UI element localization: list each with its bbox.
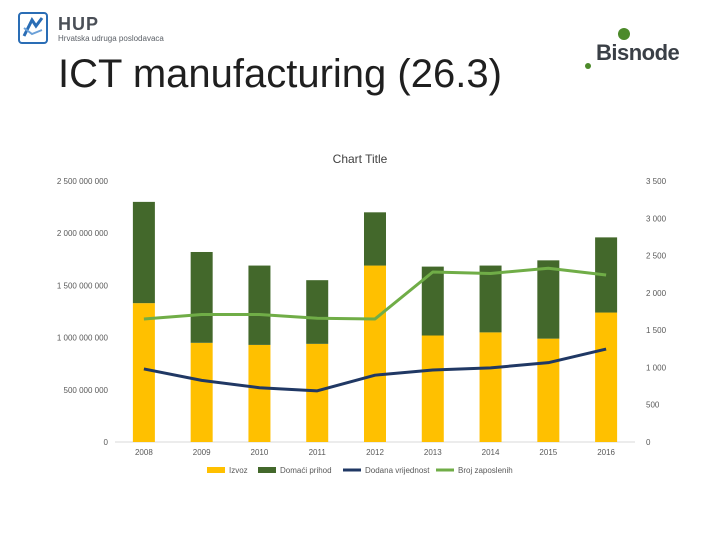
left-tick-label: 0 bbox=[104, 438, 109, 447]
right-tick-label: 0 bbox=[646, 438, 651, 447]
x-tick-label: 2012 bbox=[366, 448, 384, 457]
bar-domaci-prihod bbox=[306, 280, 329, 344]
bars bbox=[132, 201, 618, 442]
x-tick-label: 2009 bbox=[193, 448, 211, 457]
x-tick-label: 2008 bbox=[135, 448, 153, 457]
line-broj-zaposlenih bbox=[143, 266, 607, 321]
bar-domaci-prihod bbox=[421, 266, 444, 336]
bar-izvoz bbox=[190, 342, 213, 442]
bisnode-name: Bisnode bbox=[596, 40, 680, 65]
left-tick-label: 2 500 000 000 bbox=[57, 177, 109, 186]
bar-domaci-prihod bbox=[364, 212, 386, 266]
bar-izvoz bbox=[595, 312, 618, 442]
right-tick-label: 3 000 bbox=[646, 214, 667, 223]
right-tick-label: 2 000 bbox=[646, 289, 667, 298]
hup-name: HUP bbox=[58, 14, 100, 34]
bar-domaci-prihod bbox=[537, 260, 560, 339]
left-tick-label: 500 000 000 bbox=[64, 386, 109, 395]
right-tick-label: 1 500 bbox=[646, 326, 667, 335]
x-tick-label: 2013 bbox=[424, 448, 442, 457]
x-tick-label: 2010 bbox=[251, 448, 269, 457]
legend-label: Broj zaposlenih bbox=[458, 466, 513, 475]
legend-swatch bbox=[207, 467, 225, 473]
bar-izvoz bbox=[421, 335, 444, 442]
bar-izvoz bbox=[537, 338, 560, 442]
bar-domaci-prihod bbox=[190, 251, 213, 343]
hup-logo: HUP Hrvatska udruga poslodavaca bbox=[18, 12, 188, 52]
bar-izvoz bbox=[248, 344, 271, 442]
right-tick-label: 500 bbox=[646, 401, 660, 410]
x-tick-label: 2014 bbox=[482, 448, 500, 457]
bar-izvoz bbox=[364, 265, 386, 442]
bar-domaci-prihod bbox=[248, 265, 271, 345]
page-title: ICT manufacturing (26.3) bbox=[58, 52, 502, 96]
lines bbox=[143, 266, 607, 393]
right-tick-label: 3 500 bbox=[646, 177, 667, 186]
right-tick-label: 1 000 bbox=[646, 363, 667, 372]
x-tick-label: 2015 bbox=[539, 448, 557, 457]
legend-label: Domaći prihod bbox=[280, 466, 332, 475]
bar-domaci-prihod bbox=[479, 265, 502, 333]
bisnode-dots-icon bbox=[585, 28, 630, 69]
hup-subtitle: Hrvatska udruga poslodavaca bbox=[58, 34, 164, 43]
x-tick-label: 2011 bbox=[309, 448, 327, 457]
left-axis: 0 500 000 000 1 000 000 000 1 500 000 000 2 … bbox=[57, 177, 109, 447]
bisnode-logo: Bisnode bbox=[582, 26, 702, 76]
x-tick-label: 2016 bbox=[597, 448, 615, 457]
x-axis: 2008 2009 2010 2011 2012 2013 2014 2015 2016 bbox=[135, 448, 616, 457]
legend: Izvoz Domaći prihod Dodana vrijednost Broj … bbox=[207, 466, 513, 475]
left-tick-label: 1 000 000 000 bbox=[57, 334, 109, 343]
right-tick-label: 2 500 bbox=[646, 252, 667, 261]
left-tick-label: 1 500 000 000 bbox=[57, 281, 109, 290]
hup-logo-icon bbox=[18, 12, 48, 44]
bar-domaci-prihod bbox=[595, 237, 618, 313]
bar-domaci-prihod bbox=[132, 201, 155, 304]
left-tick-label: 2 000 000 000 bbox=[57, 229, 109, 238]
bar-izvoz bbox=[479, 332, 502, 442]
bar-izvoz bbox=[132, 303, 155, 442]
line-dodana-vrijednost bbox=[143, 347, 607, 393]
chart-title: Chart Title bbox=[333, 152, 388, 166]
bar-izvoz bbox=[306, 343, 329, 442]
right-axis: 0 500 1 000 1 500 2 000 2 500 3 000 3 500 bbox=[646, 177, 667, 447]
legend-swatch bbox=[258, 467, 276, 473]
legend-label: Dodana vrijednost bbox=[365, 466, 430, 475]
legend-label: Izvoz bbox=[229, 466, 248, 475]
